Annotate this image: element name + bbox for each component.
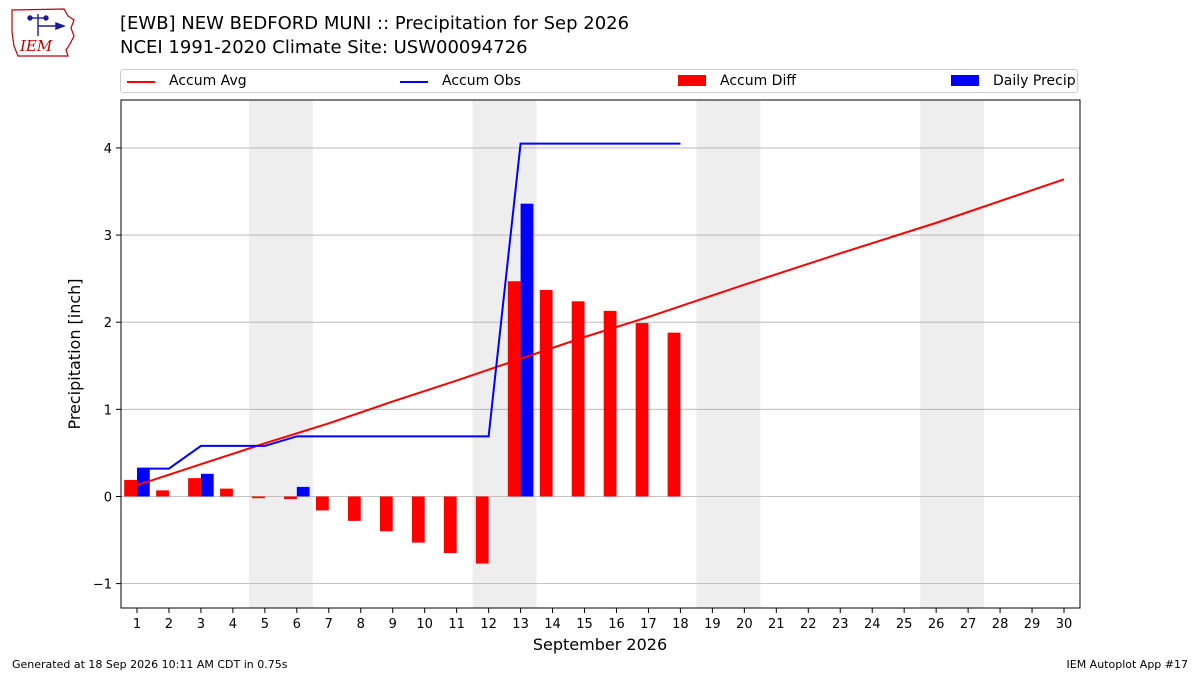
accum-avg-line	[136, 178, 1065, 487]
accum-diff-bar	[188, 478, 201, 497]
legend-label-accum-diff: Accum Diff	[720, 73, 797, 89]
accum-diff-bar	[124, 479, 137, 497]
x-tick-label: 14	[544, 617, 561, 632]
accum-diff-bar	[411, 496, 425, 543]
accum-diff-bar	[667, 332, 681, 497]
line-marks	[136, 142, 1065, 487]
accum-diff-bar	[252, 496, 265, 499]
chart-legend: Accum Avg Accum Obs Accum Diff Daily Pre…	[120, 69, 1078, 93]
daily-precip-bar	[296, 486, 310, 497]
chart-subtitle: NCEI 1991-2020 Climate Site: USW00094726	[120, 37, 528, 58]
accum-diff-bar	[443, 496, 457, 554]
accum-diff-bar	[220, 488, 233, 497]
x-tick-label: 26	[928, 617, 945, 632]
accum-diff-bar	[379, 496, 393, 532]
weekend-shade-band	[920, 100, 985, 608]
accum-diff-bar	[603, 310, 617, 497]
accum-diff-bar	[635, 323, 649, 497]
legend-label-daily-precip: Daily Precip	[993, 73, 1076, 89]
x-tick-label: 3	[197, 617, 205, 632]
x-tick-label: 25	[896, 617, 913, 632]
daily-precip-bar	[520, 203, 534, 497]
iowa-outline-icon	[11, 8, 75, 57]
accum-diff-bar	[475, 496, 489, 564]
x-tick-label: 29	[1024, 617, 1041, 632]
weather-station-icon	[27, 14, 66, 36]
accum-diff-bar	[347, 496, 361, 521]
legend-swatch-daily-precip	[951, 75, 979, 86]
daily-precip-bar	[200, 473, 214, 497]
accum-diff-bar	[539, 289, 553, 497]
accum-diff-bar	[571, 301, 585, 497]
x-tick-label: 19	[704, 617, 721, 632]
accum-diff-bar	[284, 496, 297, 500]
legend-label-accum-avg: Accum Avg	[169, 73, 247, 89]
x-tick-label: 24	[864, 617, 881, 632]
legend-swatch-accum-diff	[678, 75, 706, 86]
accum-diff-bar	[507, 281, 521, 497]
weekend-shade-band	[696, 100, 761, 608]
x-tick-label: 11	[448, 617, 465, 632]
chart-title: [EWB] NEW BEDFORD MUNI :: Precipitation …	[120, 13, 630, 34]
weekend-shading	[248, 100, 985, 608]
x-tick-label: 5	[261, 617, 269, 632]
iem-logo: IEM	[11, 8, 75, 57]
x-tick-label: 28	[992, 617, 1009, 632]
x-tick-label: 13	[512, 617, 529, 632]
x-tick-label: 12	[480, 617, 497, 632]
y-tick-label: 3	[104, 229, 112, 244]
footer-app-text: IEM Autoplot App #17	[1066, 658, 1189, 671]
x-tick-label: 23	[832, 617, 849, 632]
weekend-shade-band	[248, 100, 313, 608]
x-tick-label: 16	[608, 617, 625, 632]
accum-diff-bar	[156, 490, 169, 497]
y-tick-label: 0	[104, 490, 112, 505]
y-tick-label: 2	[104, 316, 112, 331]
x-tick-label: 1	[133, 617, 141, 632]
x-tick-label: 6	[293, 617, 301, 632]
y-tick-label: 1	[104, 403, 112, 418]
bar-marks	[124, 203, 681, 564]
y-tick-label: −1	[93, 578, 112, 593]
x-tick-label: 8	[357, 617, 365, 632]
x-tick-label: 30	[1056, 617, 1073, 632]
x-tick-label: 17	[640, 617, 657, 632]
legend-swatch-accum-obs	[400, 81, 428, 83]
x-tick-label: 15	[576, 617, 593, 632]
y-axis-label: Precipitation [inch]	[65, 278, 84, 429]
x-tick-label: 2	[165, 617, 173, 632]
x-tick-label: 18	[672, 617, 689, 632]
daily-precip-bar	[136, 468, 150, 497]
legend-label-accum-obs: Accum Obs	[442, 73, 521, 89]
x-axis-label: September 2026	[533, 635, 667, 654]
x-tick-label: 10	[416, 617, 433, 632]
x-tick-label: 21	[768, 617, 785, 632]
weekend-shade-band	[472, 100, 537, 608]
x-tick-label: 20	[736, 617, 753, 632]
accum-diff-bar	[315, 496, 329, 511]
legend-swatch-accum-avg	[127, 81, 155, 83]
grid-lines	[121, 147, 1080, 585]
footer-generated-text: Generated at 18 Sep 2026 10:11 AM CDT in…	[12, 658, 288, 671]
x-tick-label: 4	[229, 617, 237, 632]
plot-frame	[120, 99, 1081, 609]
x-tick-label: 9	[389, 617, 397, 632]
x-tick-label: 22	[800, 617, 817, 632]
accum-obs-line	[136, 142, 681, 470]
x-tick-label: 27	[960, 617, 977, 632]
logo-text: IEM	[19, 37, 53, 55]
y-tick-label: 4	[104, 142, 112, 157]
x-tick-label: 7	[325, 617, 333, 632]
